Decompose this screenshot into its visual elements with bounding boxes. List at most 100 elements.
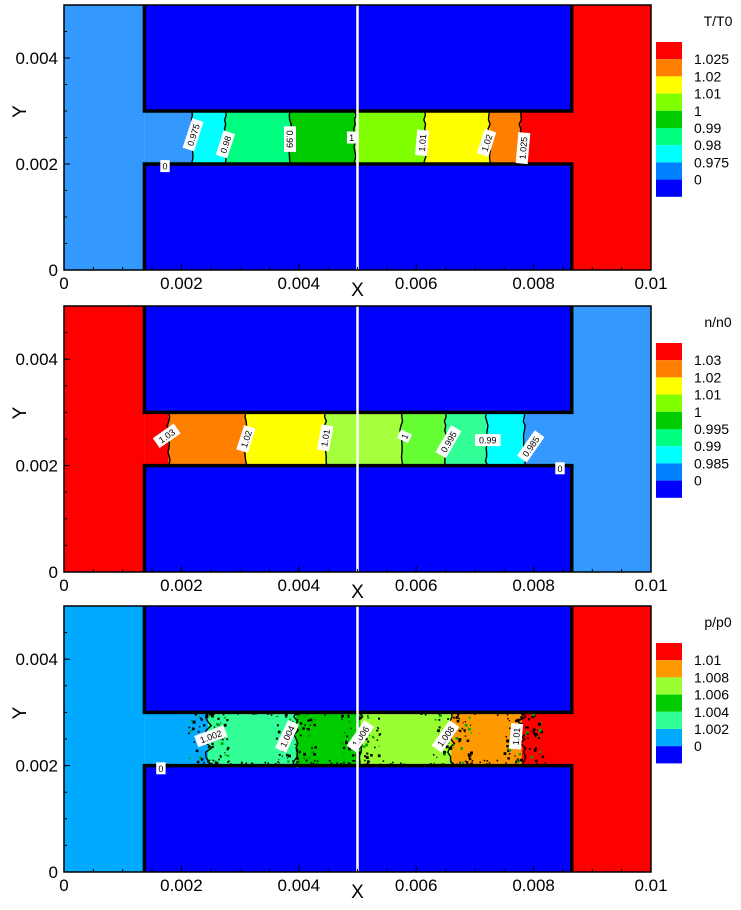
- noise-speck: [452, 747, 454, 749]
- legend-title: p/p0: [704, 614, 731, 630]
- contour-label-text: 0: [158, 764, 163, 774]
- noise-speck: [197, 730, 200, 733]
- noise-speck: [200, 718, 203, 721]
- y-tick-label: 0.002: [15, 457, 58, 476]
- x-tick-label: 0: [59, 576, 68, 595]
- legend-label: 1.01: [694, 652, 721, 668]
- noise-speck: [443, 753, 445, 756]
- noise-speck: [371, 735, 375, 739]
- noise-speck: [537, 722, 541, 726]
- contour-label-text: 0.99: [479, 436, 497, 446]
- noise-speck: [363, 745, 366, 748]
- noise-speck: [295, 748, 298, 751]
- noise-speck: [294, 743, 296, 745]
- contour-line: [292, 712, 300, 766]
- legend-swatch: [656, 128, 682, 146]
- x-tick-label: 0.004: [278, 274, 321, 293]
- noise-speck: [222, 713, 225, 716]
- noise-speck: [345, 741, 348, 745]
- noise-speck: [516, 760, 520, 763]
- noise-speck: [534, 735, 537, 738]
- legend-swatch: [656, 360, 682, 378]
- contour-label-box: [236, 424, 256, 454]
- legend-label: 0: [694, 172, 702, 188]
- noise-speck: [538, 728, 542, 732]
- contour-label-text: 1.01: [511, 727, 522, 745]
- noise-speck: [188, 757, 191, 760]
- noise-speck: [433, 754, 435, 756]
- channel-band: [425, 111, 491, 164]
- noise-speck: [207, 760, 209, 763]
- legend-label: 1.02: [694, 68, 721, 84]
- noise-speck: [229, 763, 232, 765]
- noise-speck: [311, 744, 313, 747]
- noise-speck: [533, 749, 537, 752]
- noise-speck: [341, 714, 344, 718]
- noise-speck: [536, 735, 539, 738]
- noise-speck: [343, 732, 345, 734]
- noise-speck: [251, 762, 253, 764]
- noise-speck: [466, 739, 470, 743]
- legend-swatch: [656, 76, 682, 94]
- noise-speck: [296, 761, 298, 764]
- noise-speck: [357, 725, 361, 729]
- noise-speck: [367, 715, 369, 717]
- noise-speck: [340, 742, 344, 745]
- noise-speck: [278, 759, 280, 761]
- noise-speck: [347, 714, 350, 717]
- noise-speck: [285, 716, 287, 719]
- contour-label-box: [515, 132, 531, 165]
- noise-speck: [220, 722, 222, 724]
- noise-speck: [305, 713, 309, 717]
- noise-speck: [347, 762, 350, 764]
- noise-speck: [515, 761, 517, 764]
- noise-speck: [382, 760, 385, 762]
- noise-speck: [531, 715, 534, 719]
- noise-speck: [344, 717, 347, 719]
- noise-speck: [467, 753, 471, 757]
- x-axis-label: X: [351, 280, 364, 301]
- noise-speck: [286, 757, 289, 759]
- noise-speck: [496, 714, 499, 716]
- noise-speck: [376, 739, 379, 741]
- contour-label: 1: [397, 429, 412, 444]
- contour-label: 1.02: [236, 424, 256, 454]
- noise-speck: [434, 718, 437, 721]
- contour-label-box: [275, 719, 300, 753]
- noise-speck: [188, 732, 190, 735]
- x-tick-label: 0.006: [395, 576, 438, 595]
- noise-speck: [455, 737, 459, 740]
- y-tick-label: 0: [49, 863, 58, 882]
- legend-label: 0.99: [694, 120, 721, 136]
- noise-speck: [287, 760, 290, 763]
- noise-speck: [469, 754, 472, 757]
- noise-speck: [532, 713, 536, 716]
- noise-speck: [313, 723, 316, 727]
- y-tick-label: 0.002: [15, 155, 58, 174]
- noise-speck: [303, 715, 306, 718]
- contour-label-box: [435, 425, 462, 459]
- legend-swatch: [656, 480, 682, 498]
- noise-speck: [374, 746, 376, 749]
- legend-swatch: [656, 162, 682, 180]
- noise-speck: [188, 726, 191, 729]
- noise-speck: [521, 714, 524, 716]
- noise-speck: [341, 718, 343, 720]
- noise-speck: [296, 713, 298, 715]
- noise-speck: [462, 761, 465, 764]
- contour-label-box: [194, 725, 228, 748]
- noise-speck: [453, 717, 455, 719]
- legend-swatch: [656, 446, 682, 464]
- noise-speck: [449, 747, 453, 750]
- noise-speck: [530, 755, 534, 759]
- noise-speck: [376, 729, 379, 732]
- legend-label: 1.025: [694, 51, 729, 67]
- y-tick-label: 0.004: [15, 650, 58, 669]
- noise-speck: [539, 751, 542, 753]
- noise-speck: [367, 740, 370, 743]
- noise-speck: [267, 762, 269, 765]
- contour-label-text: 1.025: [518, 136, 530, 159]
- noise-speck: [196, 760, 200, 764]
- legend-swatch: [656, 660, 682, 678]
- noise-speck: [308, 756, 311, 760]
